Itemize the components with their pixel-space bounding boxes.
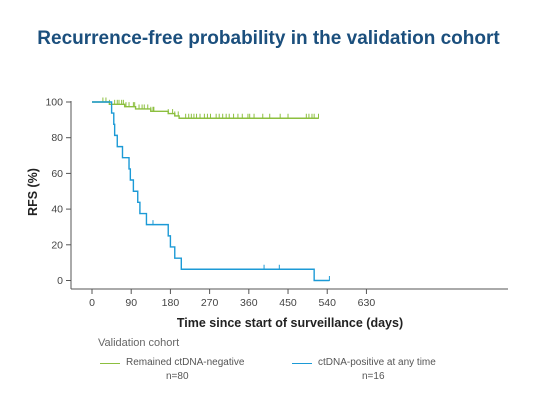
x-tick-label-630: 630 — [358, 297, 376, 309]
y-tick-label-80: 80 — [51, 132, 63, 144]
y-axis-title: RFS (%) — [26, 168, 40, 216]
x-tick-label-90: 90 — [125, 297, 137, 309]
x-tick-label-180: 180 — [162, 297, 180, 309]
y-tick-label-100: 100 — [45, 97, 63, 109]
legend-swatch-ctdna-negative — [100, 363, 120, 364]
chart-title: Recurrence-free probability in the valid… — [37, 28, 500, 49]
x-tick-label-270: 270 — [201, 297, 219, 309]
legend-label-ctdna-negative: Remained ctDNA-negative — [126, 357, 245, 368]
legend-item-ctdna-positive: ctDNA-positive at any time n=16 — [292, 357, 462, 387]
axes: 0 20 40 60 80 100 0 90 180 270 360 450 540 630 — [45, 97, 508, 309]
y-tick-label-60: 60 — [51, 168, 63, 180]
series-layer — [92, 97, 330, 282]
y-tick-label-20: 20 — [51, 239, 63, 251]
legend-title: Validation cohort — [98, 337, 180, 349]
legend-n-ctdna-negative: n=80 — [166, 371, 189, 382]
x-tick-label-0: 0 — [89, 297, 95, 309]
km-curve-ctdna-positive — [92, 101, 330, 282]
y-tick-label-40: 40 — [51, 204, 63, 216]
x-axis-title: Time since start of surveillance (days) — [177, 316, 403, 330]
y-tick-label-0: 0 — [57, 275, 63, 287]
legend-label-ctdna-positive: ctDNA-positive at any time — [318, 357, 436, 368]
legend-item-ctdna-negative: Remained ctDNA-negative n=80 — [100, 357, 260, 387]
x-tick-label-450: 450 — [279, 297, 297, 309]
x-tick-label-540: 540 — [318, 297, 336, 309]
legend-n-ctdna-positive: n=16 — [362, 371, 385, 382]
legend-swatch-ctdna-positive — [292, 363, 312, 364]
x-tick-label-360: 360 — [240, 297, 258, 309]
